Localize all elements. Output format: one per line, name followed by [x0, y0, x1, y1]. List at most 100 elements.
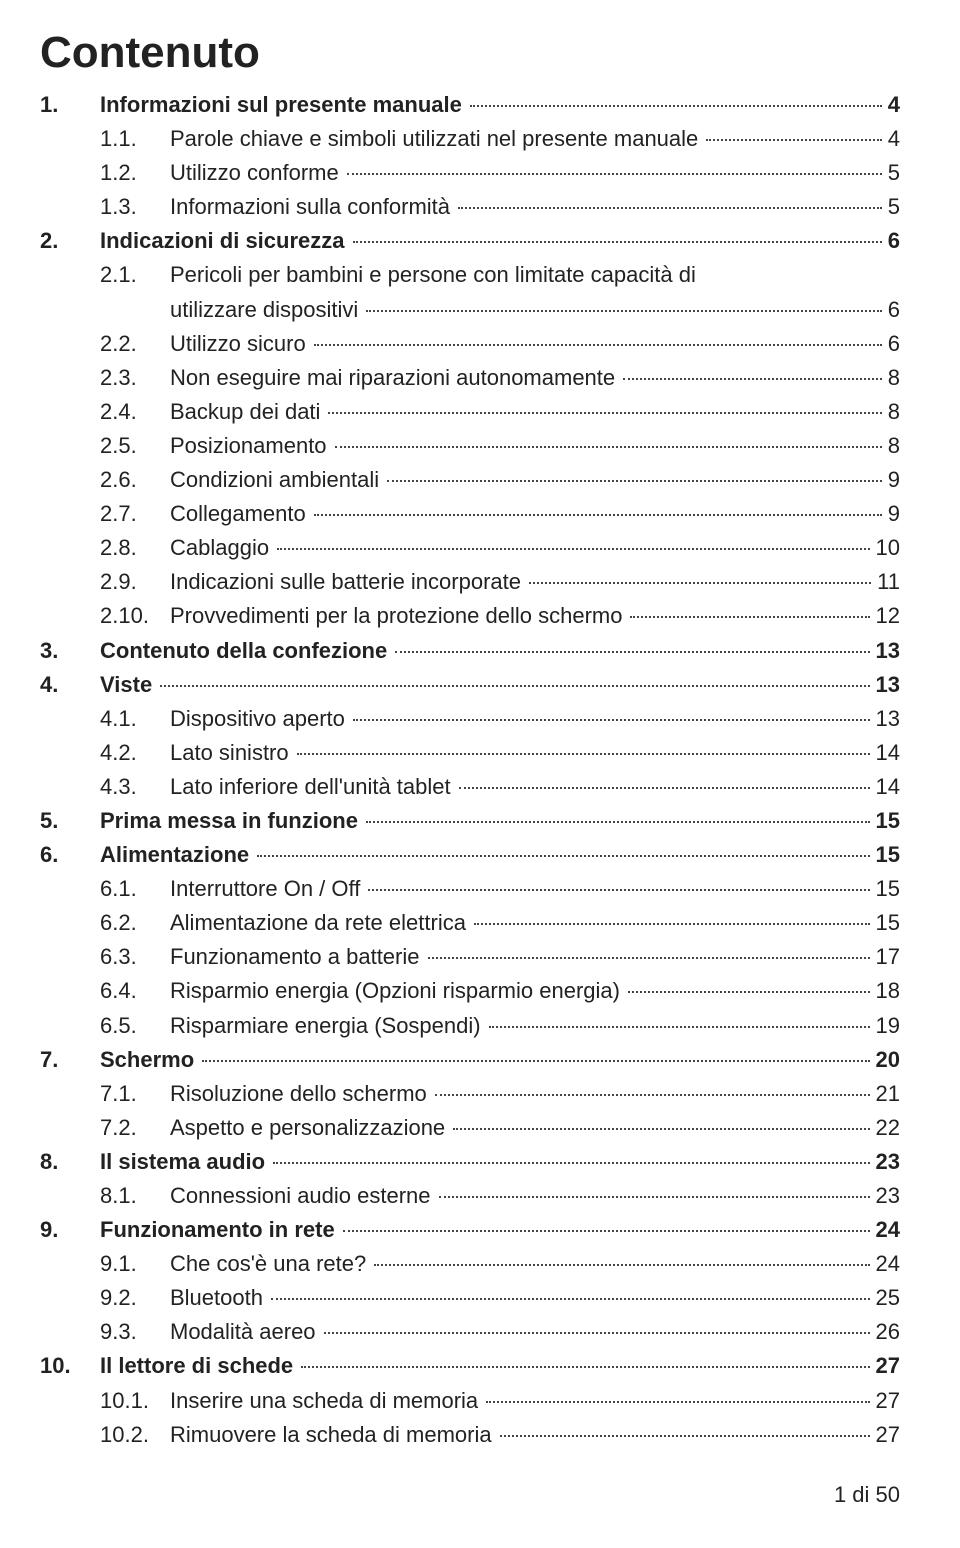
toc-entry: 6.1.Interruttore On / Off15	[40, 872, 900, 906]
toc-entry: 10.Il lettore di schede 27	[40, 1349, 900, 1383]
toc-entry-page: 26	[874, 1315, 900, 1349]
toc-entry-label: Indicazioni di sicurezza	[100, 224, 349, 258]
toc-entry: 4.1.Dispositivo aperto13	[40, 702, 900, 736]
dot-leader	[435, 1094, 870, 1096]
toc-entry-number: 4.3.	[100, 770, 170, 804]
toc-entry-number: 4.	[40, 668, 100, 702]
toc-entry-label: Modalità aereo	[170, 1315, 320, 1349]
page-footer: 1 di 50	[40, 1482, 900, 1508]
toc-entry-page: 6	[886, 293, 900, 327]
toc-entry-number: 6.4.	[100, 974, 170, 1008]
toc-entry-page: 15	[874, 804, 900, 838]
toc-entry-page: 8	[886, 395, 900, 429]
toc-entry-label: Schermo	[100, 1043, 198, 1077]
toc-entry-page: 27	[874, 1384, 900, 1418]
toc-entry: 2.10.Provvedimenti per la protezione del…	[40, 599, 900, 633]
dot-leader	[353, 719, 870, 721]
toc-entry-label: Il sistema audio	[100, 1145, 269, 1179]
toc-entry-label: Funzionamento a batterie	[170, 940, 424, 974]
toc-entry-label: Lato inferiore dell'unità tablet	[170, 770, 455, 804]
toc-entry-number: 10.	[40, 1349, 100, 1383]
toc-entry-label: Cablaggio	[170, 531, 273, 565]
toc-entry-label: Che cos'è una rete?	[170, 1247, 370, 1281]
toc-entry: 4.Viste13	[40, 668, 900, 702]
toc-entry-label: utilizzare dispositivi	[170, 293, 362, 327]
toc-entry-page: 10	[874, 531, 900, 565]
toc-entry-label: Inserire una scheda di memoria	[170, 1384, 482, 1418]
dot-leader	[368, 889, 869, 891]
toc-entry-number: 6.	[40, 838, 100, 872]
toc-entry-number: 6.1.	[100, 872, 170, 906]
dot-leader	[395, 651, 869, 653]
toc-entry-number: 3.	[40, 634, 100, 668]
toc-entry-number: 2.8.	[100, 531, 170, 565]
toc-entry-number: 9.2.	[100, 1281, 170, 1315]
toc-entry: 9.2.Bluetooth25	[40, 1281, 900, 1315]
toc-entry: 10.2.Rimuovere la scheda di memoria27	[40, 1418, 900, 1452]
toc-entry: 4.2.Lato sinistro14	[40, 736, 900, 770]
toc-entry: 8.1.Connessioni audio esterne23	[40, 1179, 900, 1213]
toc-entry: 2.1.Pericoli per bambini e persone con l…	[40, 258, 900, 292]
toc-entry: 7.Schermo20	[40, 1043, 900, 1077]
toc-entry-page: 4	[886, 88, 900, 122]
toc-entry-label: Utilizzo conforme	[170, 156, 343, 190]
toc-entry-number: 4.2.	[100, 736, 170, 770]
toc-entry: 2.4.Backup dei dati8	[40, 395, 900, 429]
toc-entry-page: 21	[874, 1077, 900, 1111]
toc-entry-label: Interruttore On / Off	[170, 872, 364, 906]
dot-leader	[347, 173, 882, 175]
toc-entry: 9.1.Che cos'è una rete?24	[40, 1247, 900, 1281]
toc-entry-label: Prima messa in funzione	[100, 804, 362, 838]
dot-leader	[387, 480, 882, 482]
dot-leader	[328, 412, 881, 414]
dot-leader	[470, 105, 882, 107]
toc-entry-page: 13	[874, 702, 900, 736]
toc-entry-page: 27	[874, 1349, 900, 1383]
toc-entry-page: 9	[886, 463, 900, 497]
dot-leader	[458, 207, 882, 209]
toc-entry-label: Risoluzione dello schermo	[170, 1077, 431, 1111]
toc-entry-page: 23	[874, 1179, 900, 1213]
toc-entry: 6.2.Alimentazione da rete elettrica15	[40, 906, 900, 940]
toc-entry-number: 2.9.	[100, 565, 170, 599]
toc-entry-page: 6	[886, 224, 900, 258]
dot-leader	[314, 344, 882, 346]
toc-entry: 5.Prima messa in funzione 15	[40, 804, 900, 838]
toc-entry-page: 11	[875, 565, 900, 599]
toc-entry-label: Condizioni ambientali	[170, 463, 383, 497]
toc-entry: 2.5.Posizionamento8	[40, 429, 900, 463]
table-of-contents: 1.Informazioni sul presente manuale41.1.…	[40, 88, 900, 1452]
toc-entry-label: Informazioni sul presente manuale	[100, 88, 466, 122]
toc-entry-page: 23	[874, 1145, 900, 1179]
toc-entry-number: 1.	[40, 88, 100, 122]
toc-entry-page: 14	[874, 736, 900, 770]
toc-entry-label: Il lettore di schede	[100, 1349, 297, 1383]
toc-entry: 9.Funzionamento in rete24	[40, 1213, 900, 1247]
toc-entry-page: 25	[874, 1281, 900, 1315]
toc-entry-page: 9	[886, 497, 900, 531]
toc-entry: 2.3.Non eseguire mai riparazioni autonom…	[40, 361, 900, 395]
toc-entry-number: 2.7.	[100, 497, 170, 531]
toc-entry: 10.1.Inserire una scheda di memoria27	[40, 1384, 900, 1418]
dot-leader	[628, 991, 870, 993]
toc-entry: 8.Il sistema audio23	[40, 1145, 900, 1179]
toc-entry: 9.3.Modalità aereo26	[40, 1315, 900, 1349]
toc-entry-label: Aspetto e personalizzazione	[170, 1111, 449, 1145]
toc-entry-page: 19	[874, 1009, 900, 1043]
toc-entry-label: Pericoli per bambini e persone con limit…	[170, 258, 700, 292]
dot-leader	[353, 241, 882, 243]
toc-entry: 7.1.Risoluzione dello schermo21	[40, 1077, 900, 1111]
dot-leader	[374, 1264, 869, 1266]
toc-entry-label: Rimuovere la scheda di memoria	[170, 1418, 496, 1452]
dot-leader	[489, 1026, 870, 1028]
dot-leader	[297, 753, 870, 755]
toc-entry-label: Risparmiare energia (Sospendi)	[170, 1009, 485, 1043]
toc-entry-number: 5.	[40, 804, 100, 838]
toc-entry-label: Utilizzo sicuro	[170, 327, 310, 361]
dot-leader	[335, 446, 882, 448]
dot-leader	[160, 685, 869, 687]
toc-entry: 6.5.Risparmiare energia (Sospendi)19	[40, 1009, 900, 1043]
dot-leader	[343, 1230, 870, 1232]
toc-entry-number: 9.1.	[100, 1247, 170, 1281]
toc-entry-label: Alimentazione da rete elettrica	[170, 906, 470, 940]
